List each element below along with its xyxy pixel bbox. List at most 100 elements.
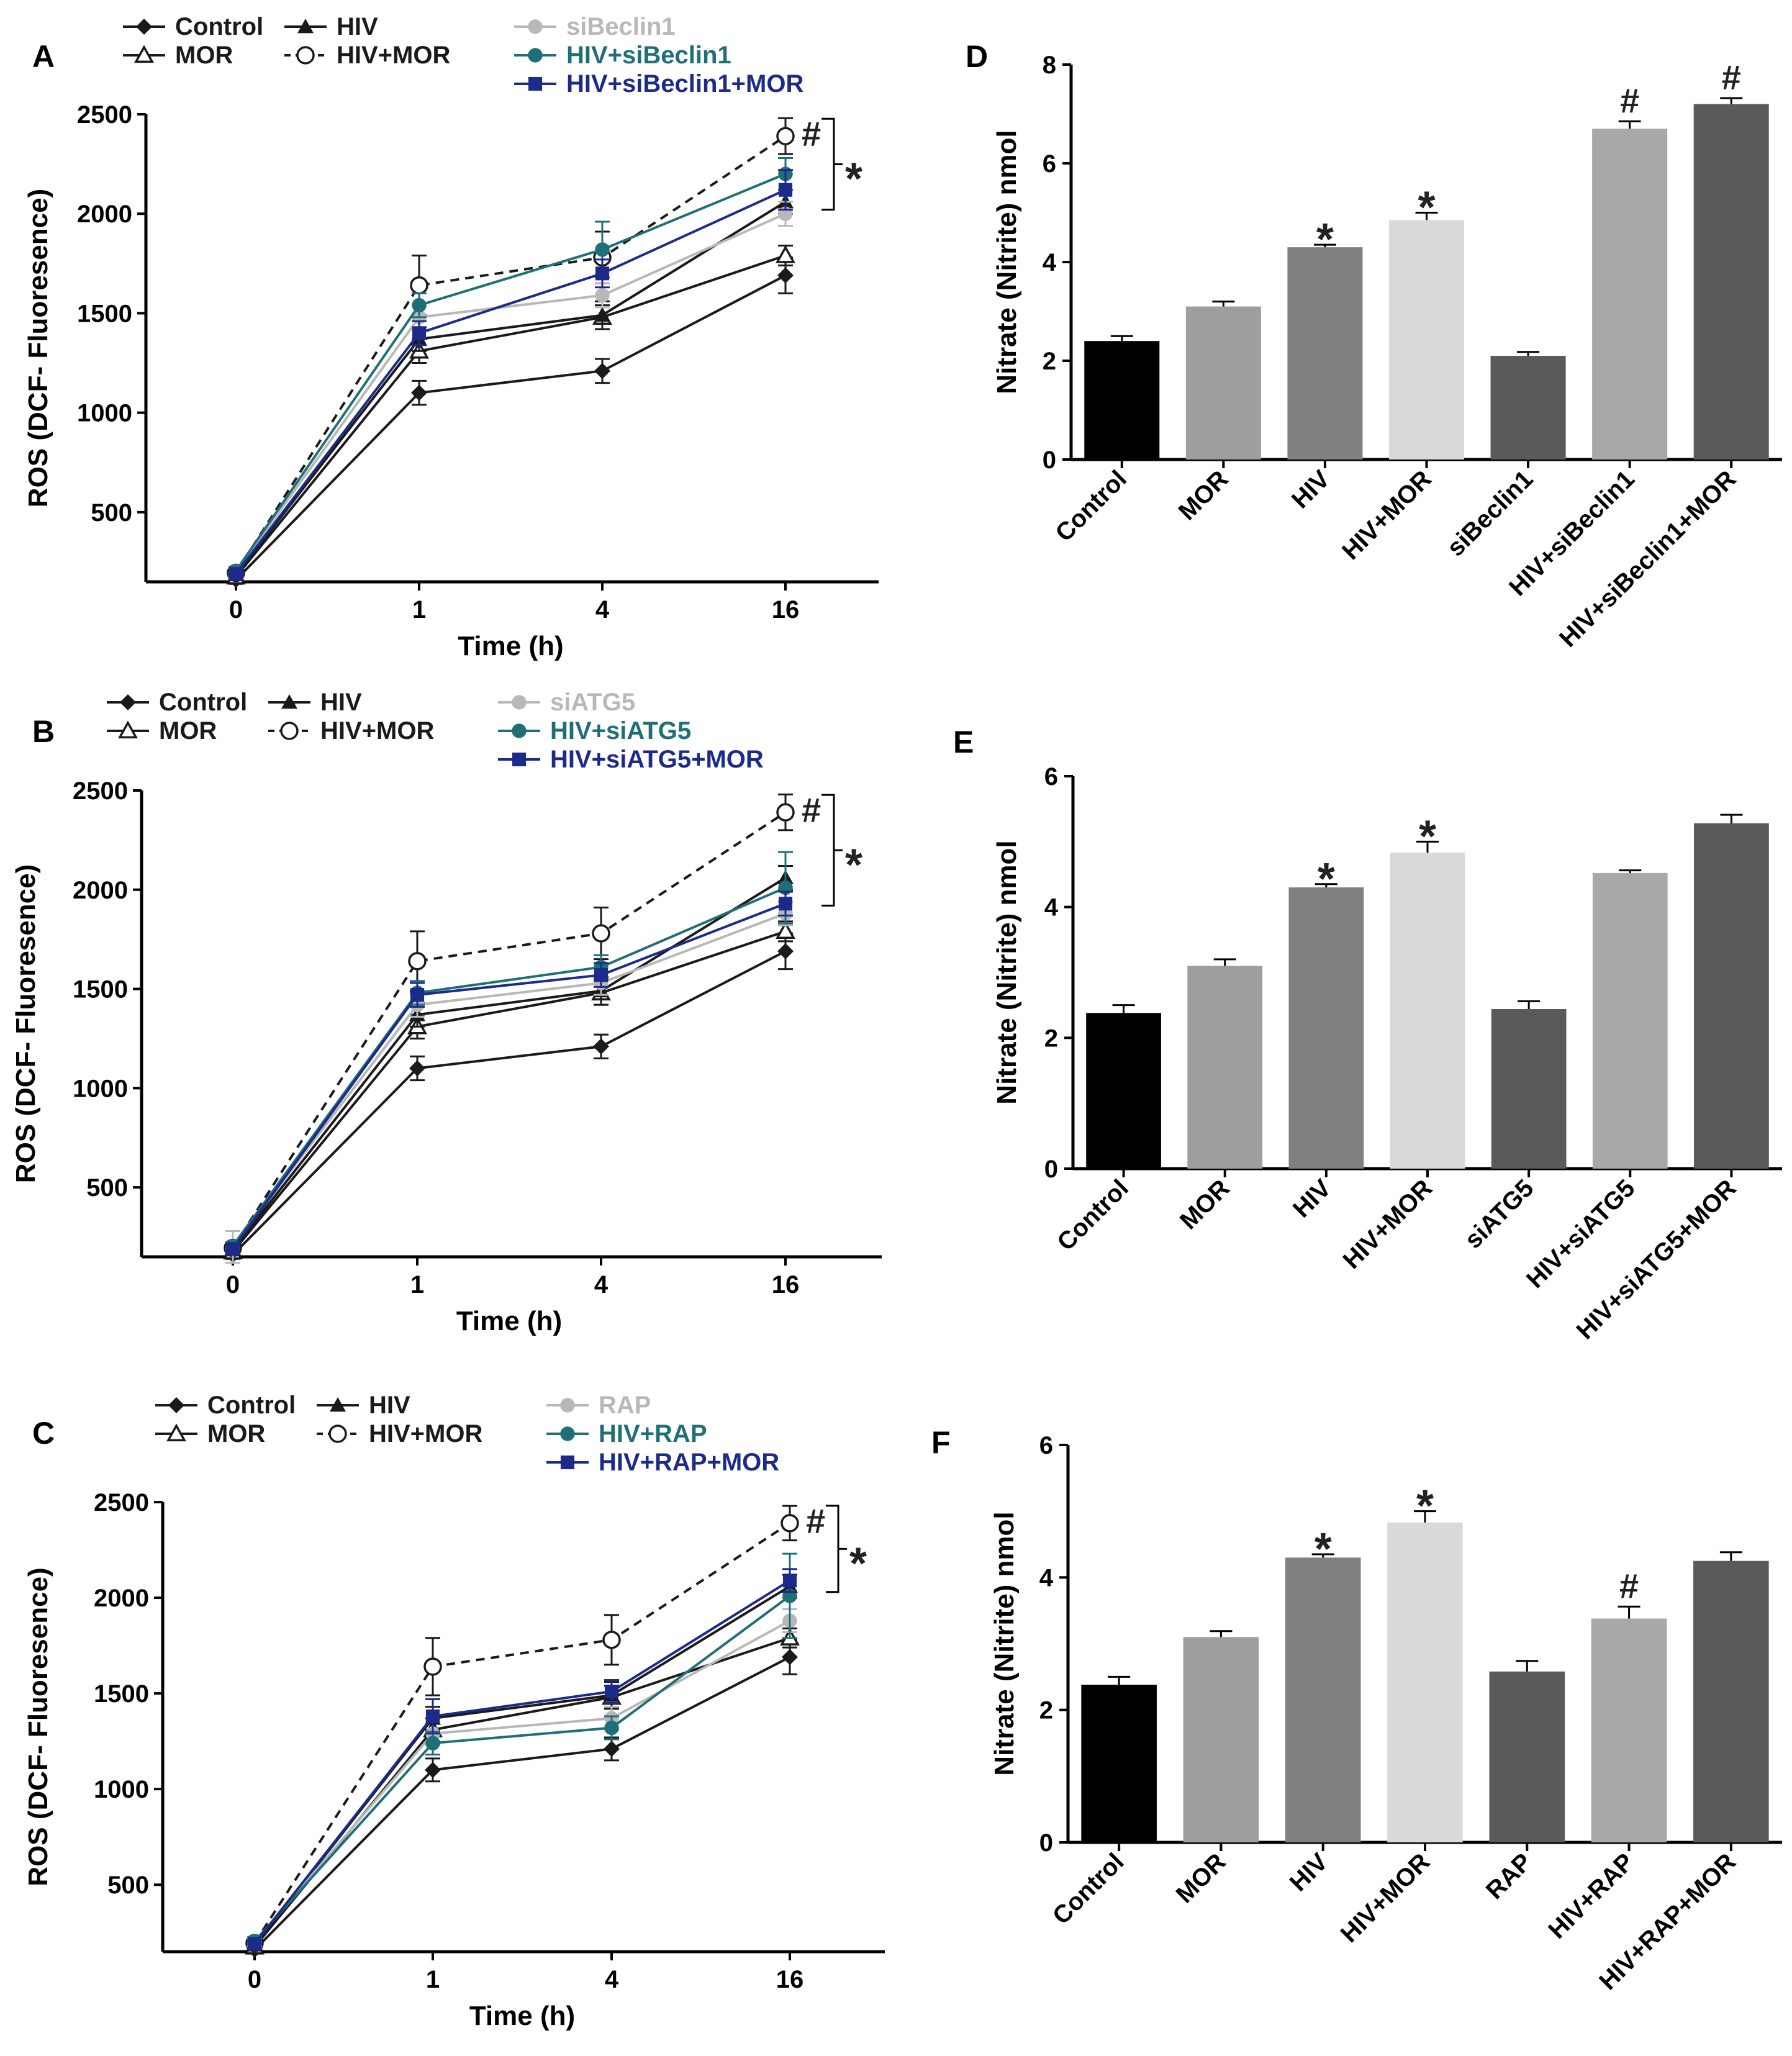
data-point [225, 1242, 240, 1256]
data-point [777, 943, 794, 959]
legend-entry: HIV [337, 13, 378, 40]
x-tick-label: HIV+RAP [1543, 1848, 1639, 1944]
legend-entry: HIV+siBeclin1+MOR [566, 70, 803, 97]
y-tick-label: 2 [1044, 1025, 1058, 1052]
data-point [782, 1574, 797, 1588]
legend-entry: siATG5 [550, 689, 635, 716]
bar [1390, 853, 1465, 1169]
significance-hash: # [802, 790, 821, 830]
legend-marker [118, 720, 138, 739]
series-hiv-sibeclin1-mor [229, 169, 793, 581]
significance-bracket [821, 117, 835, 211]
legend-entry: HIV+MOR [337, 42, 450, 69]
panel-f: F 0 2 4 6 Nitrate (Nitrite) nmol Control MOR HIV… [931, 1425, 1782, 1995]
data-point [229, 567, 243, 581]
series-hiv-mor [227, 117, 795, 582]
series-line [235, 188, 786, 575]
y-tick-label: 2000 [73, 877, 128, 904]
bar-hiv-sibeclin1: HIV+siBeclin1# [1504, 81, 1668, 601]
bar [1693, 1560, 1769, 1842]
x-tick-label: HIV+siBeclin1+MOR [1554, 465, 1742, 653]
legend-entry: HIV+RAP+MOR [599, 1449, 779, 1476]
data-point [604, 1720, 619, 1736]
significance-star: * [845, 155, 862, 204]
y-axis-title: ROS (DCF- Fluoresence) [11, 864, 41, 1183]
y-axis-title: ROS (DCF- Fluoresence) [23, 189, 53, 507]
series-line [235, 135, 787, 574]
x-tick-label: 0 [226, 1271, 240, 1298]
data-point [410, 276, 428, 295]
legend-marker [560, 1455, 575, 1470]
y-tick-label: 2500 [73, 777, 128, 805]
legend-marker [512, 752, 527, 767]
y-tick-label: 1500 [77, 300, 132, 327]
panel-b: B 500 1000 1500 2000 2500 0 1 4 16 Time (h) ROS (DC… [11, 689, 882, 1336]
series-line [235, 173, 786, 572]
legend-marker [328, 1424, 347, 1443]
y-tick-label: 0 [1043, 446, 1056, 474]
x-tick-label: 4 [594, 1271, 609, 1298]
significance-star: * [1318, 854, 1335, 904]
legend-entry: Control [159, 689, 247, 716]
legend-marker [168, 1397, 184, 1413]
y-axis-title: Nitrate (Nitrite) nmol [989, 1511, 1020, 1775]
panel-e: E 0 2 4 6 Nitrate (Nitrite) nmol Control MOR HIV… [953, 725, 1782, 1344]
data-point [423, 1657, 442, 1676]
series-line [253, 1619, 790, 1943]
x-tick-label: 16 [772, 1271, 800, 1298]
significance-hash: # [1620, 81, 1639, 120]
bar-rap: RAP [1481, 1660, 1565, 1904]
x-tick-label: HIV [1287, 465, 1335, 514]
bar [1592, 872, 1668, 1169]
legend-marker [330, 1397, 346, 1412]
series-line [235, 254, 786, 578]
x-tick-label: MOR [1174, 465, 1234, 525]
x-tick-label: Control [1050, 465, 1132, 547]
y-tick-label: 4 [1039, 1564, 1054, 1592]
y-tick-label: 4 [1044, 894, 1059, 922]
bar [1490, 356, 1566, 460]
panel-label: C [32, 1416, 55, 1451]
y-axis-title: Nitrate (Nitrite) nmol [992, 130, 1022, 394]
y-tick-label: 6 [1044, 763, 1058, 790]
y-tick-label: 0 [1039, 1829, 1053, 1857]
legend-marker [512, 723, 527, 738]
x-tick-label: Control [1048, 1848, 1129, 1930]
data-point [776, 245, 795, 263]
y-tick-label: 2500 [94, 1489, 149, 1516]
series-hiv-mor [245, 1505, 799, 1952]
legend-entry: HIV+siBeclin1 [566, 42, 731, 69]
bar-mor: MOR [1174, 301, 1261, 525]
x-axis-title: Time (h) [458, 631, 563, 661]
legend-marker [296, 46, 315, 65]
legend-marker [280, 722, 299, 740]
bar [1693, 104, 1769, 460]
legend-marker [560, 1426, 575, 1441]
series-line [232, 876, 787, 1251]
y-tick-label: 2500 [77, 101, 132, 129]
data-point [604, 1741, 620, 1757]
data-point [602, 1631, 621, 1649]
series-line [235, 274, 786, 581]
x-tick-label: HIV+MOR [1336, 1848, 1436, 1948]
series-hiv-siatg5-mor [225, 890, 793, 1256]
series-line [232, 912, 786, 1248]
series-hiv [247, 1574, 798, 1952]
series-line [235, 201, 787, 576]
data-point [594, 307, 610, 322]
y-tick-label: 1000 [73, 1075, 128, 1102]
legend-entry: HIV+MOR [369, 1420, 482, 1447]
x-tick-label: 1 [426, 1966, 440, 1993]
legend-marker [297, 19, 314, 34]
y-tick-label: 1500 [73, 976, 128, 1003]
bar-hiv: HIV * [1285, 1524, 1361, 1897]
x-tick-label: 4 [605, 1966, 619, 1993]
legend-entry: Control [207, 1392, 296, 1419]
legend-marker [134, 45, 154, 63]
bar [1288, 887, 1364, 1169]
series-sibeclin1 [229, 201, 793, 579]
data-point [594, 363, 610, 379]
data-point [781, 1514, 799, 1533]
